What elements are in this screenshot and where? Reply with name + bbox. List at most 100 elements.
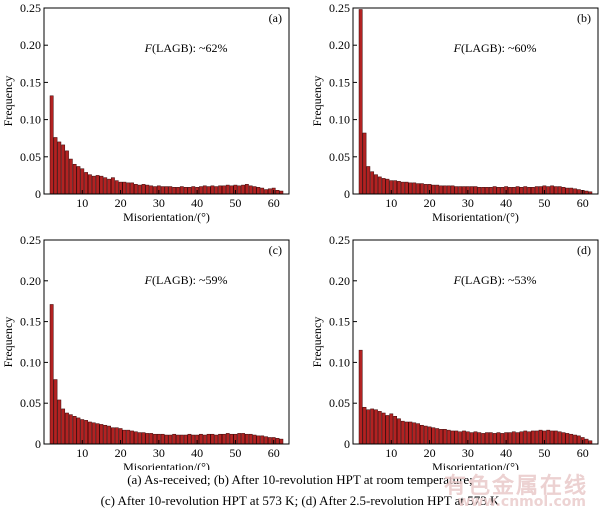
bar — [565, 433, 570, 445]
bar — [218, 433, 222, 445]
panel-label: (b) — [577, 11, 591, 25]
bar — [381, 178, 386, 195]
y-tick-label: 0.25 — [20, 1, 41, 15]
lagb-annotation: F(LAGB): ~62% — [144, 41, 228, 55]
bar — [225, 433, 230, 445]
bar — [248, 433, 253, 445]
bar — [206, 186, 211, 195]
bar — [420, 183, 424, 195]
bar — [84, 420, 88, 445]
y-tick-label: 0.15 — [20, 315, 41, 329]
bar — [252, 434, 257, 445]
x-tick-label: 50 — [538, 446, 550, 460]
bar — [179, 186, 184, 195]
x-tick-label: 10 — [385, 196, 397, 210]
bar — [114, 427, 119, 445]
y-tick-label: 0.05 — [329, 150, 350, 164]
bar — [473, 186, 478, 195]
y-tick-label: 0 — [344, 187, 350, 201]
lagb-annotation: F(LAGB): ~53% — [453, 273, 537, 287]
bar — [546, 186, 551, 195]
bar — [126, 182, 131, 195]
bar — [218, 185, 222, 195]
bar — [187, 433, 192, 445]
bar — [164, 186, 169, 195]
bar — [477, 432, 482, 445]
bar — [442, 185, 447, 195]
bar — [389, 413, 394, 445]
bar — [267, 437, 272, 445]
x-tick-label: 60 — [268, 446, 280, 460]
bar — [267, 188, 272, 195]
bar — [260, 187, 265, 195]
bar — [202, 434, 207, 445]
bar — [279, 438, 284, 445]
bar — [531, 187, 535, 195]
bar — [168, 434, 173, 445]
panel-label: (a) — [269, 11, 282, 25]
bar — [481, 187, 486, 195]
y-tick-label: 0.05 — [20, 150, 41, 164]
bar — [260, 435, 265, 445]
bar — [485, 187, 489, 195]
y-tick-label: 0.10 — [329, 113, 350, 127]
bar — [435, 184, 440, 195]
x-tick-label: 50 — [229, 446, 241, 460]
x-tick-label: 40 — [191, 196, 203, 210]
bar — [515, 432, 520, 445]
lagb-annotation: F(LAGB): ~60% — [453, 41, 537, 55]
bar — [130, 182, 134, 195]
y-tick-label: 0.25 — [329, 1, 350, 15]
bar — [241, 184, 245, 195]
bar — [393, 180, 397, 195]
bar — [153, 433, 157, 445]
bar — [561, 432, 566, 445]
bar — [477, 187, 482, 195]
bar — [500, 433, 505, 445]
bar — [534, 186, 539, 195]
bar — [370, 408, 375, 445]
bar — [370, 171, 375, 195]
x-tick-label: 30 — [462, 446, 474, 460]
bar — [103, 424, 108, 445]
bar — [500, 187, 505, 195]
figure-panels: 0 0.05 0.10 0.15 0.20 0.25 10 20 30 40 50 60 Misorie… — [1, 1, 599, 470]
x-tick-label: 50 — [229, 196, 241, 210]
bar — [381, 412, 386, 445]
bar — [107, 178, 111, 195]
bar — [111, 177, 115, 195]
bar — [366, 166, 371, 195]
y-axis-label: Frequency — [310, 76, 324, 127]
bar — [538, 186, 543, 195]
x-axis-label: Misorientation/(°) — [432, 460, 519, 470]
bar — [149, 433, 154, 445]
bar — [149, 185, 154, 195]
x-tick-label: 30 — [153, 446, 165, 460]
bar — [576, 189, 581, 195]
bar — [400, 181, 405, 195]
x-axis-label: Misorientation/(°) — [123, 210, 210, 224]
chart-panel-3: 0 0.05 0.10 0.15 0.20 0.25 10 20 30 40 50 60 Misorie… — [1, 233, 290, 470]
x-axis-label: Misorientation/(°) — [123, 460, 210, 470]
bar — [61, 144, 66, 195]
bar — [431, 427, 436, 445]
plot-frame — [352, 239, 599, 445]
bar — [408, 421, 413, 445]
bar — [454, 186, 459, 195]
bar — [68, 158, 73, 195]
bar — [358, 9, 363, 195]
bar — [584, 438, 589, 445]
x-tick-label: 10 — [76, 446, 88, 460]
chart-panel-2: 0 0.05 0.10 0.15 0.20 0.25 10 20 30 40 50 60 Misorie… — [310, 1, 599, 224]
bar — [423, 184, 428, 195]
bar — [462, 430, 466, 445]
panel-label: (d) — [577, 243, 591, 257]
bar — [179, 434, 184, 445]
caption-line-2: (c) After 10-revolution HPT at 573 K; (d… — [100, 493, 500, 508]
y-tick-label: 0 — [35, 187, 41, 201]
bar — [488, 187, 493, 195]
bar — [95, 423, 100, 445]
bar — [88, 174, 92, 195]
bar — [72, 416, 77, 445]
bar — [412, 422, 417, 445]
